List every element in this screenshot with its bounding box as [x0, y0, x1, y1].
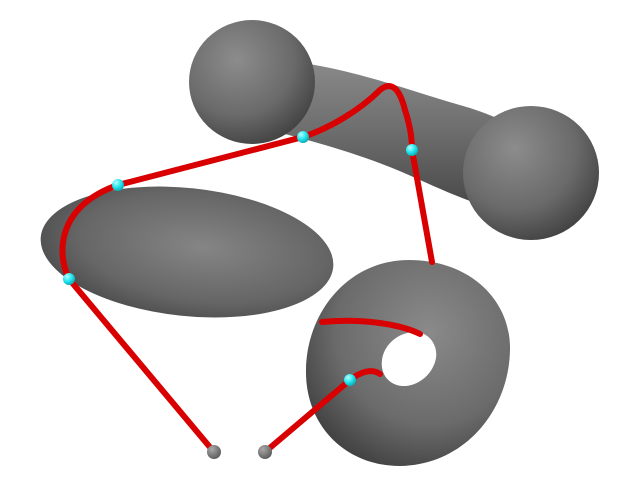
path-segment-ellipsoid [59, 182, 121, 282]
path-segment-dumbbell [300, 83, 415, 153]
path-segment-top [115, 134, 306, 188]
dumbbell-right-end [463, 106, 599, 240]
path-segment-right [409, 147, 435, 265]
contact-point [297, 131, 309, 143]
path-segment-bottom [262, 377, 353, 455]
path-segment-left [66, 276, 217, 455]
contact-point [112, 179, 124, 191]
contact-point [344, 374, 356, 386]
red-path [59, 83, 435, 455]
dumbbell-left-end [189, 20, 315, 144]
contact-points [63, 131, 418, 386]
endpoint-left [207, 445, 221, 459]
ellipsoid-object [40, 186, 334, 318]
path-segment-torus-top [319, 317, 423, 337]
endpoints [207, 445, 272, 459]
dumbbell-object [189, 20, 599, 240]
contact-point [406, 144, 418, 156]
torus-object [305, 260, 511, 466]
contact-point [63, 273, 75, 285]
endpoint-right [258, 445, 272, 459]
